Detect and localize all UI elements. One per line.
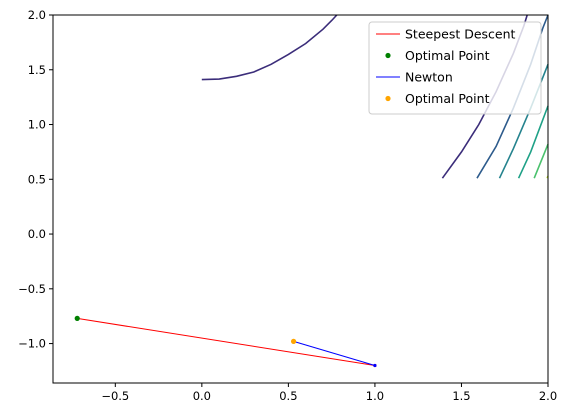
x-tick-label: −0.5: [101, 389, 129, 403]
optimal-point-marker-1: [74, 315, 80, 321]
y-tick-label: 1.5: [28, 63, 46, 77]
y-tick-label: 1.0: [28, 118, 46, 132]
x-tick-label: 1.5: [452, 389, 470, 403]
y-tick-label: −1.0: [18, 337, 46, 351]
optimal-point-marker-3: [290, 338, 297, 344]
legend-swatch-marker: [385, 95, 391, 102]
x-tick-label: 0.0: [193, 389, 211, 403]
series-line-vertex-2-0: [373, 363, 377, 368]
y-tick-label: −0.5: [18, 282, 46, 296]
legend-label: Optimal Point: [405, 48, 490, 63]
contour-line-5: [533, 143, 549, 179]
series-line-2: [293, 340, 376, 366]
legend-swatch-marker: [385, 52, 391, 59]
x-tick-label: 1.0: [366, 389, 384, 403]
y-axis: −1.0 −0.5 0.0 0.5 1.0 1.5 2.0: [18, 8, 53, 351]
x-axis: −0.5 0.0 0.5 1.0 1.5 2.0: [101, 383, 557, 403]
axes-frame: [52, 14, 549, 384]
legend-box: [368, 21, 542, 115]
contour-line-0: [201, 14, 338, 81]
x-tick-label: 2.0: [539, 389, 557, 403]
legend-label: Newton: [405, 70, 453, 85]
y-tick-label: 2.0: [28, 8, 46, 22]
contour-line-4: [517, 105, 549, 179]
series-layer: [74, 315, 377, 368]
x-tick-label: 0.5: [279, 389, 297, 403]
legend-label: Optimal Point: [405, 91, 490, 106]
series-line-0: [77, 317, 375, 366]
legend: Steepest Descent Optimal Point Newton Optim…: [368, 21, 542, 115]
y-tick-label: 0.5: [28, 172, 46, 186]
legend-label: Steepest Descent: [405, 27, 516, 42]
y-tick-label: 0.0: [28, 227, 46, 241]
